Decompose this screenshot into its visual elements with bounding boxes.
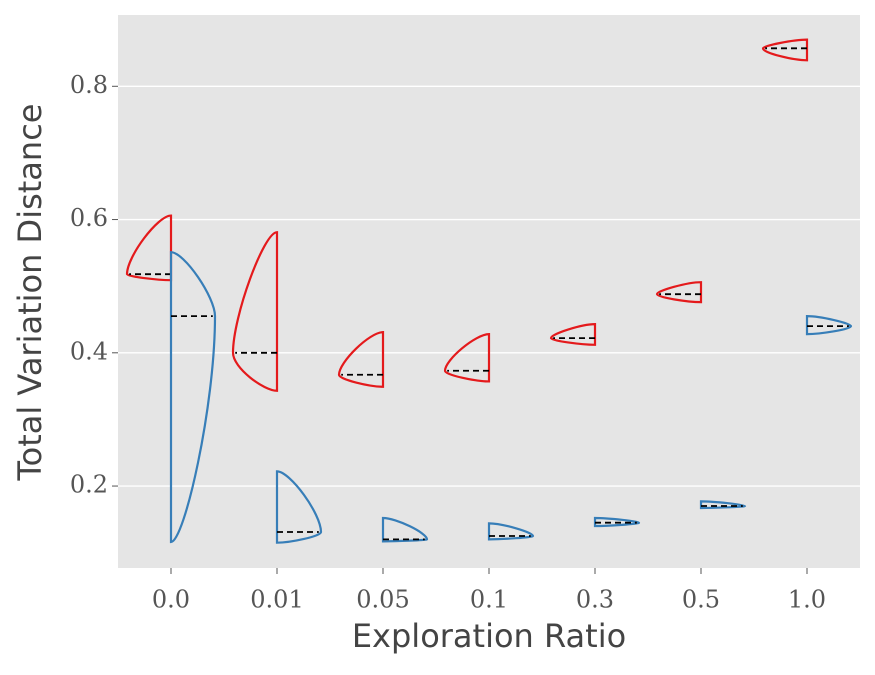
violin <box>761 38 809 62</box>
violin <box>549 323 597 346</box>
violin <box>443 333 491 383</box>
violin <box>699 500 747 510</box>
violin <box>487 522 535 541</box>
x-tick-label: 0.05 <box>356 586 409 614</box>
violin <box>655 281 703 304</box>
x-axis-label: Exploration Ratio <box>352 617 626 655</box>
x-tick-label: 1.0 <box>788 586 826 614</box>
violin <box>381 516 429 543</box>
violin <box>275 470 323 544</box>
violin <box>231 231 279 392</box>
x-tick-label: 0.01 <box>250 586 303 614</box>
y-tick-label: 0.6 <box>70 204 108 232</box>
plot-area <box>118 15 860 568</box>
x-tick-label: 0.0 <box>152 586 190 614</box>
x-tick-label: 0.5 <box>682 586 720 614</box>
y-tick-label: 0.8 <box>70 71 108 99</box>
violin <box>125 214 173 282</box>
x-tick-label: 0.1 <box>470 586 508 614</box>
violin <box>337 331 385 388</box>
x-tick-label: 0.3 <box>576 586 614 614</box>
violin <box>593 516 641 528</box>
y-axis-label: Total Variation Distance <box>11 104 49 482</box>
y-tick-label: 0.2 <box>70 471 108 499</box>
violin <box>805 315 853 336</box>
y-tick-label: 0.4 <box>70 337 108 365</box>
violin <box>169 251 217 544</box>
